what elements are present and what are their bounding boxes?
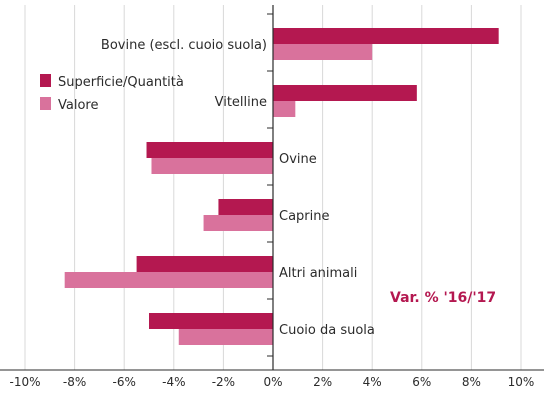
bar-valore xyxy=(203,215,273,231)
legend-swatch xyxy=(40,97,51,110)
bar-superficie xyxy=(146,142,273,158)
category-label: Caprine xyxy=(279,209,330,224)
category-label: Cuoio da suola xyxy=(279,323,375,338)
bar-valore xyxy=(273,101,296,117)
x-tick-labels: -10% -8% -6% -4% -2% 0% 2% 4% 6% 8% 10% xyxy=(9,375,534,389)
legend-swatch xyxy=(40,74,51,87)
x-tick-label: 2% xyxy=(313,375,332,389)
bars xyxy=(64,28,499,345)
legend-label: Valore xyxy=(58,98,98,113)
x-tick-label: -10% xyxy=(9,375,40,389)
grid-lines xyxy=(24,5,522,370)
x-tick-label: 10% xyxy=(508,375,535,389)
bar-valore xyxy=(178,329,273,345)
category-label: Bovine (escl. cuoio suola) xyxy=(101,38,267,53)
category-label: Vitelline xyxy=(215,95,267,110)
category-labels: Bovine (escl. cuoio suola) Vitelline Ovine… xyxy=(101,38,375,338)
legend-label: Superficie/Quantità xyxy=(58,75,184,90)
bar-superficie xyxy=(273,28,499,44)
chart-annotation: Var. % '16/'17 xyxy=(390,290,496,306)
bar-superficie xyxy=(218,199,273,215)
x-tick-label: 0% xyxy=(263,375,282,389)
x-tick-label: -2% xyxy=(212,375,235,389)
bar-valore xyxy=(273,44,373,60)
bar-superficie xyxy=(149,313,273,329)
x-tick-label: -4% xyxy=(162,375,185,389)
bar-valore xyxy=(64,272,274,288)
x-tick-label: -6% xyxy=(113,375,136,389)
x-tick-label: -8% xyxy=(63,375,86,389)
legend: Superficie/Quantità Valore xyxy=(40,74,184,113)
axes xyxy=(0,5,544,371)
category-label: Altri animali xyxy=(279,266,357,281)
bar-superficie xyxy=(273,85,417,101)
bar-superficie xyxy=(136,256,273,272)
x-tick-label: 4% xyxy=(363,375,382,389)
x-tick-label: 6% xyxy=(412,375,431,389)
category-label: Ovine xyxy=(279,152,317,167)
x-tick-label: 8% xyxy=(462,375,481,389)
bar-valore xyxy=(151,158,273,174)
